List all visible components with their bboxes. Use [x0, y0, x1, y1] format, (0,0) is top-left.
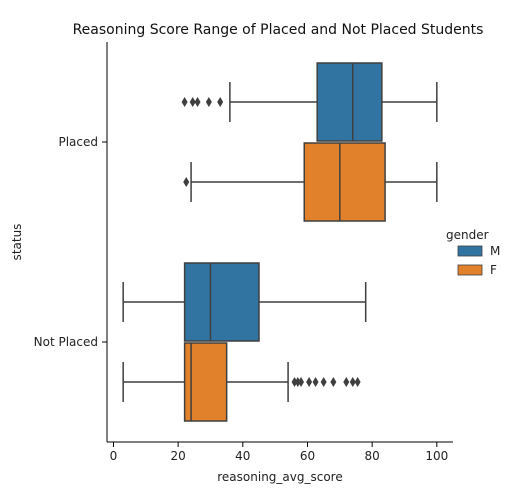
x-tick-label: 80 — [365, 449, 380, 463]
x-tick-label: 60 — [300, 449, 315, 463]
legend-title: gender — [446, 228, 489, 242]
box-m-placed — [316, 62, 383, 142]
outlier-point — [343, 377, 350, 387]
y-axis-title: status — [10, 224, 24, 261]
x-tick-label: 20 — [170, 449, 185, 463]
y-tick-label: Not Placed — [34, 335, 98, 349]
x-axis-ticks: 0 20 40 60 80 100 — [110, 442, 448, 463]
box-f-placed — [303, 142, 386, 222]
outlier-point — [294, 377, 301, 387]
outlier-point — [354, 377, 361, 387]
outlier-point — [330, 377, 337, 387]
outlier-point — [183, 177, 190, 187]
outlier-point — [194, 97, 201, 107]
box-m-not-placed — [183, 262, 260, 342]
y-axis-ticks: Placed Not Placed — [34, 135, 107, 349]
plot-area — [122, 62, 438, 422]
outlier-point — [306, 377, 313, 387]
outlier-point — [181, 97, 188, 107]
legend-swatch-m — [457, 245, 483, 257]
x-axis-title: reasoning_avg_score — [217, 470, 342, 484]
legend-label-f: F — [490, 263, 497, 277]
outlier-point — [312, 377, 319, 387]
y-tick-label: Placed — [58, 135, 98, 149]
outlier-point — [205, 97, 212, 107]
x-tick-label: 0 — [110, 449, 118, 463]
outlier-point — [298, 377, 305, 387]
outlier-point — [291, 377, 298, 387]
legend-label-m: M — [490, 244, 500, 258]
outlier-point — [349, 377, 356, 387]
legend-swatch-f — [457, 264, 483, 276]
outlier-point — [320, 377, 327, 387]
x-tick-label: 40 — [235, 449, 250, 463]
chart-title: Reasoning Score Range of Placed and Not … — [73, 22, 484, 38]
outlier-point — [217, 97, 224, 107]
legend: gender MF — [446, 228, 500, 277]
x-tick-label: 100 — [425, 449, 448, 463]
outlier-point — [189, 97, 196, 107]
